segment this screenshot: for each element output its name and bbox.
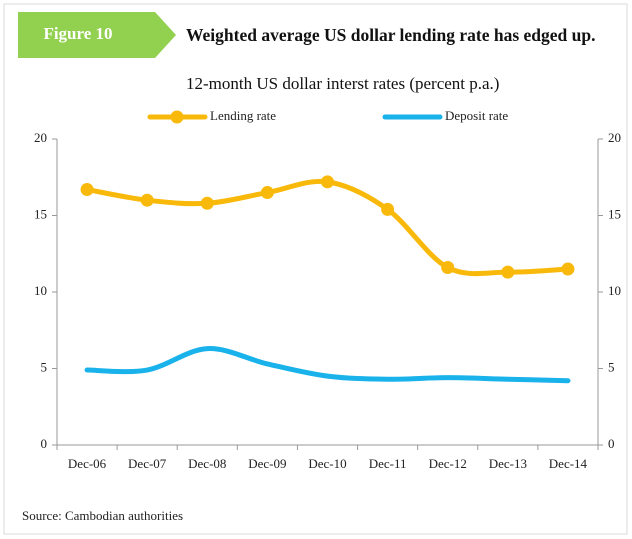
x-tick-label: Dec-14: [549, 456, 588, 471]
x-tick-label: Dec-09: [248, 456, 286, 471]
y2-tick-label: 15: [608, 206, 621, 221]
y2-tick-label: 20: [608, 130, 621, 145]
chart-subtitle: 12-month US dollar interst rates (percen…: [186, 74, 500, 93]
x-tick-label: Dec-07: [128, 456, 167, 471]
legend-label: Deposit rate: [445, 108, 508, 123]
y-tick-label: 15: [34, 206, 47, 221]
point: [200, 196, 214, 210]
figure-label: Figure 10: [43, 24, 112, 43]
point: [381, 202, 395, 216]
y2-tick-label: 10: [608, 283, 621, 298]
legend-label: Lending rate: [210, 108, 276, 123]
y-tick-label: 10: [34, 283, 47, 298]
x-tick-label: Dec-13: [489, 456, 527, 471]
point: [80, 182, 94, 196]
y2-tick-label: 0: [608, 436, 615, 451]
y-tick-label: 0: [41, 436, 48, 451]
y-tick-label: 20: [34, 130, 47, 145]
point: [501, 265, 515, 279]
point: [260, 186, 274, 200]
figure-banner: [18, 12, 176, 58]
point: [561, 262, 575, 276]
point: [441, 261, 455, 275]
chart-title: Weighted average US dollar lending rate …: [186, 25, 596, 45]
point: [321, 175, 334, 189]
y2-tick-label: 5: [608, 359, 615, 374]
frame: [3, 3, 628, 535]
point: [140, 193, 154, 207]
source: Source: Cambodian authorities: [22, 508, 183, 523]
y-tick-label: 5: [41, 359, 48, 374]
x-tick-label: Dec-11: [369, 456, 407, 471]
line-series: [84, 178, 571, 277]
x-tick-label: Dec-08: [188, 456, 226, 471]
x-tick-label: Dec-10: [308, 456, 346, 471]
x-tick-label: Dec-06: [68, 456, 107, 471]
line-series: [84, 346, 571, 384]
legend-marker: [170, 110, 184, 124]
x-tick-label: Dec-12: [429, 456, 467, 471]
